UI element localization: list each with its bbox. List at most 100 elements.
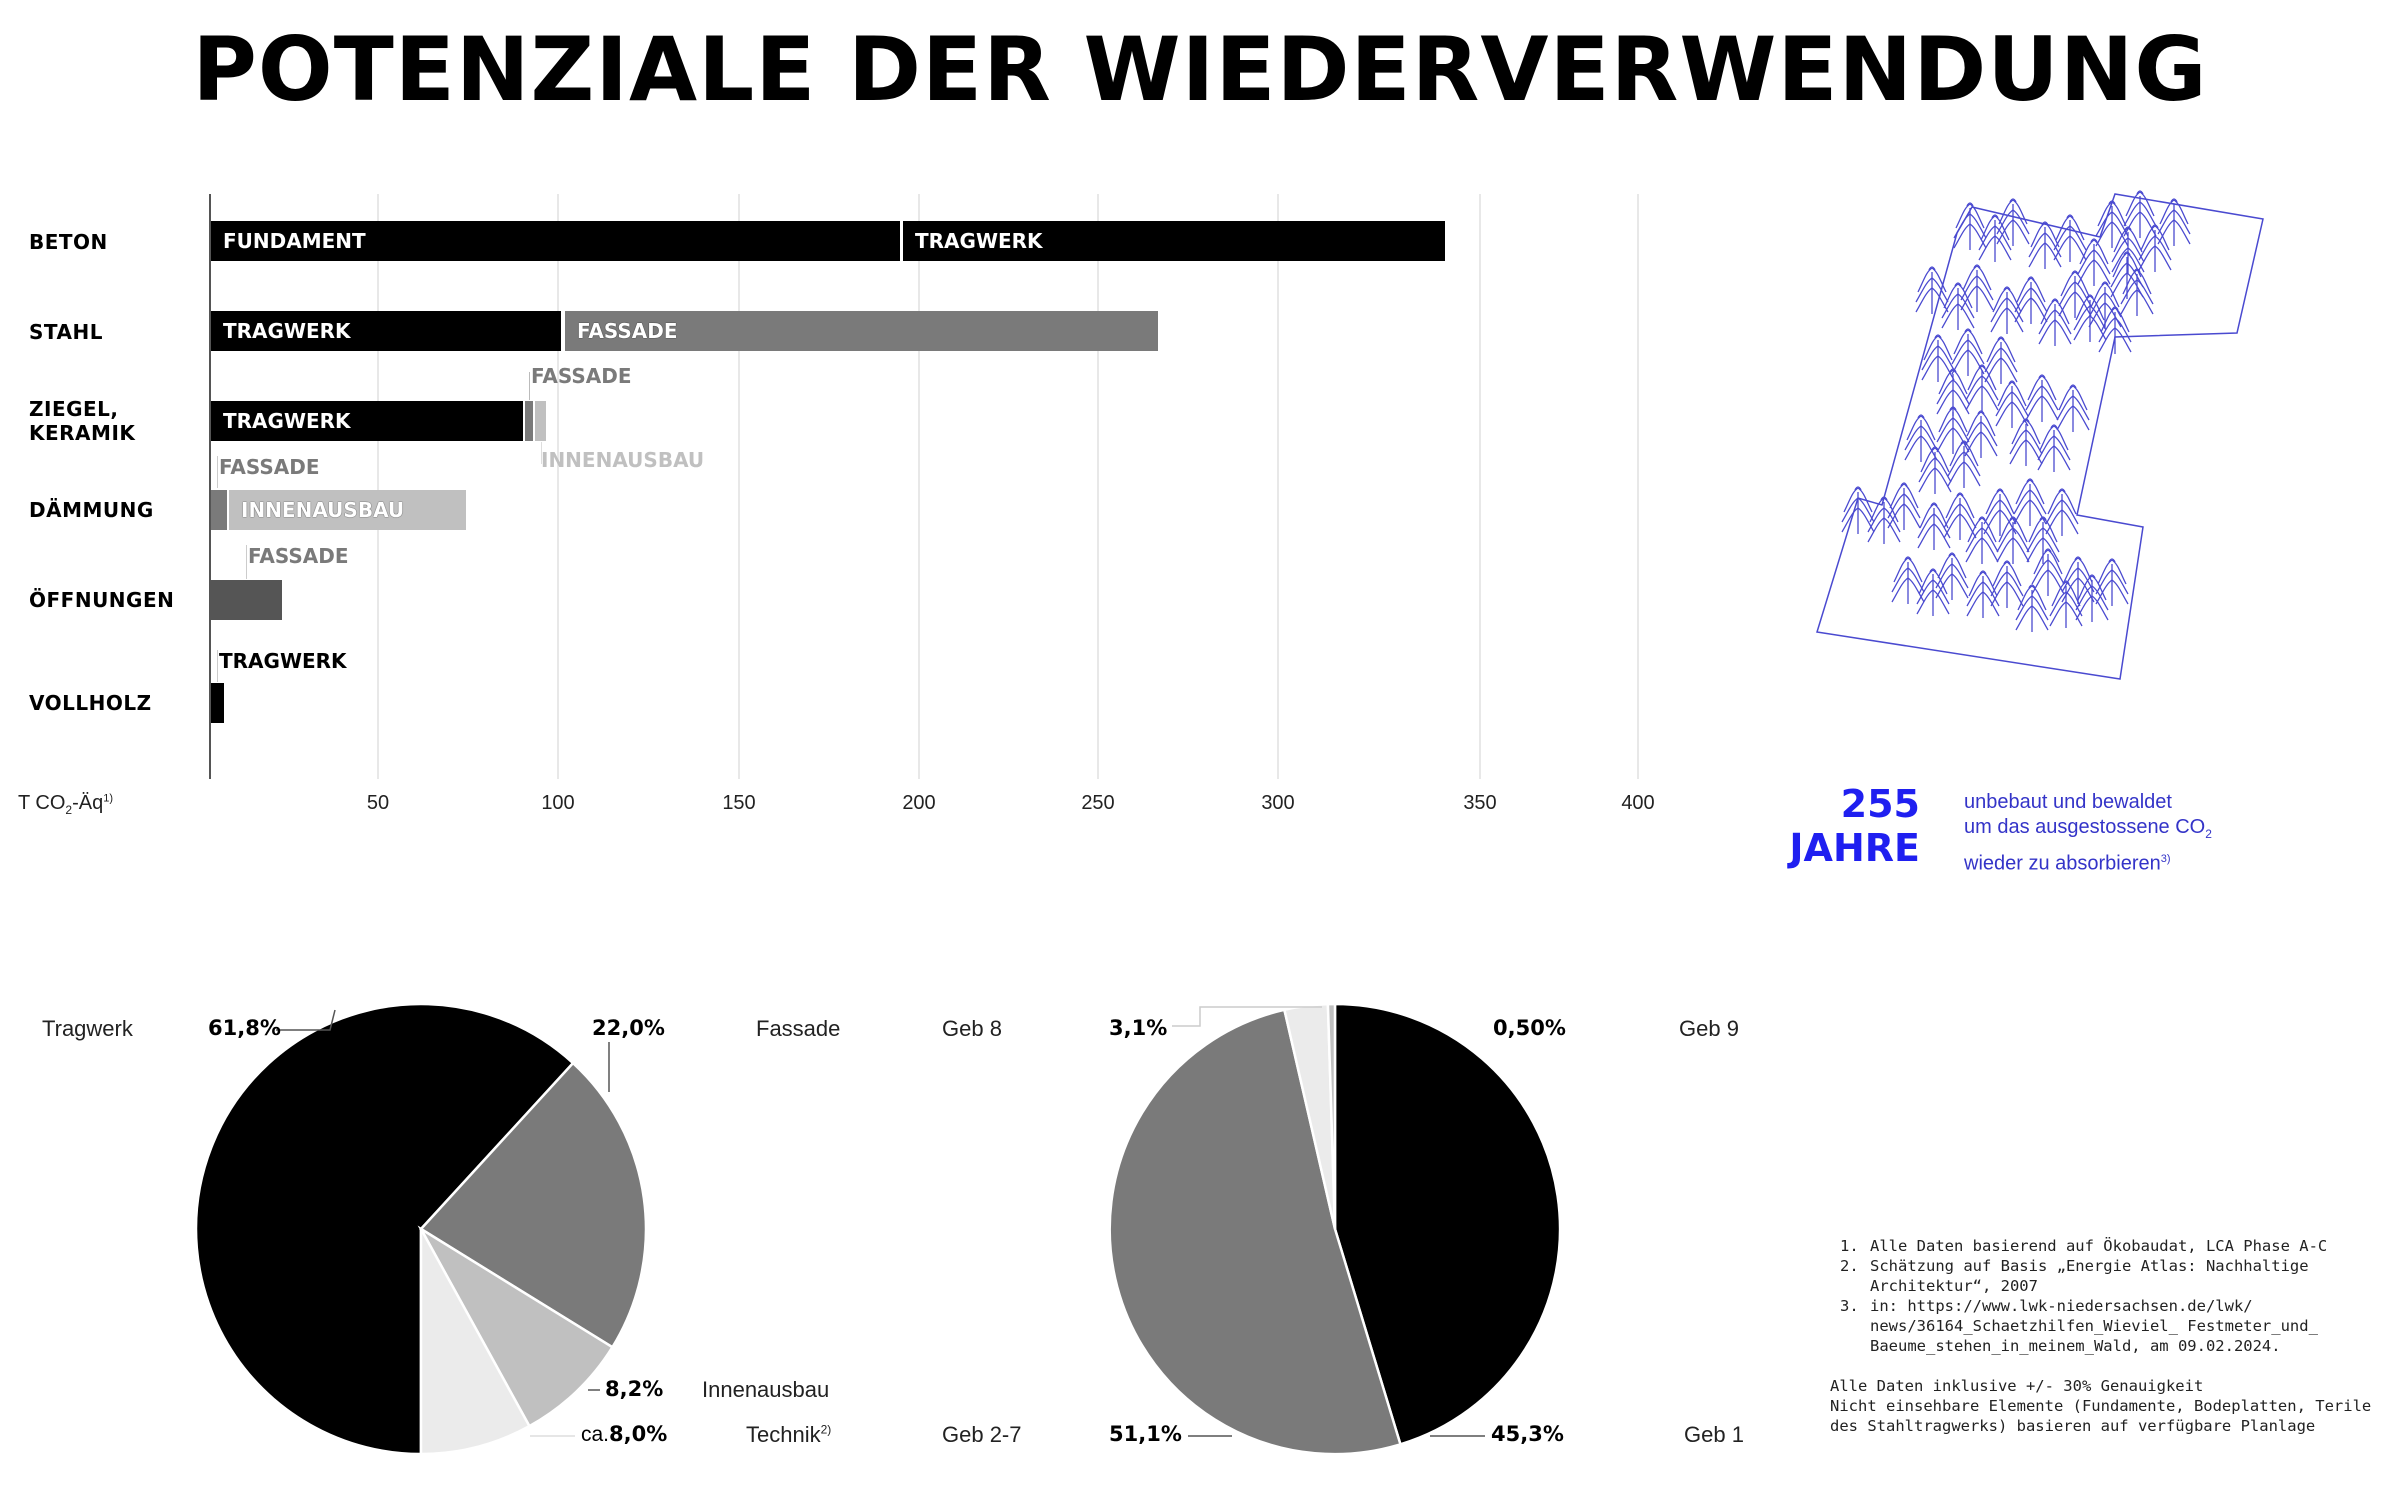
gridline-350	[1479, 194, 1481, 779]
footnote-ref: 1)	[103, 792, 114, 805]
bar-vollholz-tragwerk	[211, 683, 224, 723]
years-unit: JAHRE	[1789, 826, 1920, 870]
footnote-item: Schätzung auf Basis „Energie Atlas: Nach…	[1868, 1256, 2390, 1296]
bar-daemmung-fassade	[211, 490, 227, 530]
pie-label-technik: Technik2)	[746, 1422, 831, 1448]
note-accuracy: Alle Daten inklusive +/- 30% Genauigkeit	[1830, 1377, 2204, 1395]
callout-ziegel-innenausbau: INNENAUSBAU	[541, 448, 705, 472]
bar-stahl-tragwerk: TRAGWERK	[211, 311, 561, 351]
site-outline	[1816, 193, 2264, 680]
leader-tragwerk	[276, 1009, 336, 1031]
pie-label-geb-8: Geb 8	[942, 1016, 1002, 1041]
gridline-50	[377, 194, 379, 779]
row-label-ziegel: ZIEGEL,	[29, 397, 119, 421]
description-line: unbebaut und bewaldet	[1964, 791, 2172, 813]
bar-daemmung-innenausbau: INNENAUSBAU	[229, 490, 466, 530]
co2-subscript: 2	[2205, 827, 2212, 841]
callout-line	[217, 456, 218, 488]
pie-label-geb-2-7: Geb 2-7	[942, 1422, 1022, 1447]
label-text: Technik	[746, 1422, 821, 1447]
callout-line	[217, 650, 218, 682]
callout-line	[529, 372, 530, 400]
callout-vollholz-tragwerk: TRAGWERK	[219, 649, 347, 673]
pie-label-geb-1: Geb 1	[1684, 1422, 1744, 1447]
pie-label-geb-9: Geb 9	[1679, 1016, 1739, 1041]
bar-ziegel-fassade	[525, 401, 533, 441]
bar-oeffnungen-fassade	[211, 580, 282, 620]
segment-label: INNENAUSBAU	[241, 498, 405, 522]
footnote-list: Alle Daten basierend auf Ökobaudat, LCA …	[1830, 1236, 2390, 1356]
gridline-300	[1277, 194, 1279, 779]
description-line: wieder zu absorbieren3)	[1964, 847, 2212, 877]
pie-label-fassade: Fassade	[756, 1016, 841, 1041]
pie-left	[194, 1002, 648, 1456]
row-label-oeffnungen: ÖFFNUNGEN	[29, 588, 175, 612]
slice-geb-1	[1333, 1002, 1562, 1446]
gridline-100	[557, 194, 559, 779]
gridline-400	[1637, 194, 1639, 779]
tick-label: 250	[1081, 792, 1115, 814]
footnote-ref: 2)	[820, 1422, 832, 1437]
pie-pct-geb-1: 45,3%	[1491, 1422, 1564, 1446]
page-title: POTENZIALE DER WIEDERVERWENDUNG	[192, 18, 2208, 121]
slice-innenausbau	[417, 1225, 615, 1428]
callout-oeffnungen-fassade: FASSADE	[248, 544, 349, 568]
segment-label: FASSADE	[577, 319, 678, 343]
slice-geb-2-7	[1108, 1008, 1402, 1456]
note-hidden-elements: Nicht einsehbare Elemente (Fundamente, B…	[1830, 1397, 2372, 1435]
footnote-item: in: https://www.lwk-niedersachsen.de/lwk…	[1868, 1296, 2390, 1356]
description-text: wieder zu absorbieren	[1964, 852, 2161, 875]
footnote-ref: 3)	[2160, 853, 2171, 865]
tick-label: 200	[902, 792, 936, 814]
tick-label: 300	[1261, 792, 1295, 814]
bar-beton-tragwerk: TRAGWERK	[903, 221, 1445, 261]
footnote-notes: Alle Daten inklusive +/- 30% Genauigkeit…	[1830, 1376, 2390, 1436]
row-label-beton: BETON	[29, 230, 108, 254]
bar-ziegel-innenausbau	[535, 401, 546, 441]
tick-label: 100	[541, 792, 575, 814]
tick-label: 400	[1621, 792, 1655, 814]
row-label-daemmung: DÄMMUNG	[29, 498, 154, 522]
callout-line	[541, 442, 542, 464]
approx-prefix: ca.	[581, 1423, 610, 1446]
pie-pct-geb-9: 0,50%	[1493, 1016, 1566, 1040]
bar-ziegel-tragwerk: TRAGWERK	[211, 401, 523, 441]
segment-label: FUNDAMENT	[223, 229, 366, 253]
y-axis-line	[209, 194, 211, 779]
pie-pct-geb-2-7: 51,1%	[1109, 1422, 1182, 1446]
description-text: um das ausgestossene CO	[1964, 816, 2206, 838]
leader-geb-8	[1172, 1006, 1322, 1027]
forest-description: unbebaut und bewaldet um das ausgestosse…	[1964, 790, 2212, 877]
x-axis-unit-label: T CO2-Äq1)	[18, 792, 113, 817]
row-label-vollholz: VOLLHOLZ	[29, 691, 152, 715]
callout-line	[246, 545, 247, 579]
pie-pct-tragwerk: 61,8%	[208, 1016, 281, 1040]
slice-fassade	[419, 1061, 648, 1349]
segment-label: TRAGWERK	[223, 319, 351, 343]
gridline-150	[738, 194, 740, 779]
pie-label-innenausbau: Innenausbau	[702, 1377, 830, 1402]
tick-label: 150	[722, 792, 756, 814]
segment-label: TRAGWERK	[223, 409, 351, 433]
callout-ziegel-fassade: FASSADE	[531, 364, 632, 388]
row-label-stahl: STAHL	[29, 320, 103, 344]
tick-label: 50	[366, 792, 390, 814]
callout-daemmung-fassade: FASSADE	[219, 455, 320, 479]
footnote-item: Alle Daten basierend auf Ökobaudat, LCA …	[1868, 1236, 2390, 1256]
pct-value: 8,0%	[609, 1422, 668, 1446]
pie-pct-innenausbau: 8,2%	[605, 1377, 664, 1401]
pie-right	[1108, 1002, 1562, 1456]
unit-text: -Äq	[72, 792, 104, 814]
pie-label-tragwerk: Tragwerk	[42, 1016, 133, 1041]
segment-label: TRAGWERK	[915, 229, 1043, 253]
pie-pct-geb-8: 3,1%	[1109, 1016, 1168, 1040]
gridline-250	[1097, 194, 1099, 779]
tick-label: 350	[1463, 792, 1497, 814]
gridline-200	[918, 194, 920, 779]
pie-pct-technik: ca.8,0%	[581, 1422, 667, 1447]
slice-geb-9	[1326, 1002, 1337, 1230]
unit-text: T CO	[18, 792, 66, 814]
bar-beton-fundament: FUNDAMENT	[211, 221, 900, 261]
